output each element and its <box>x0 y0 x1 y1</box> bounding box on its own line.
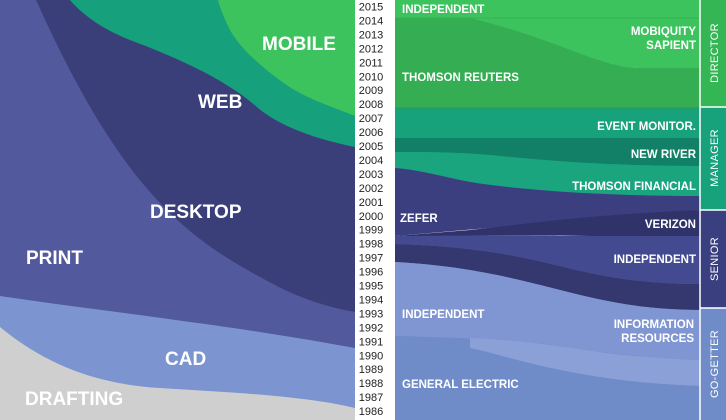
year-label: 1986 <box>359 406 383 418</box>
employer-thomson-financial <box>395 152 700 196</box>
label-information: INFORMATION <box>614 319 694 331</box>
year-label: 1990 <box>359 350 383 362</box>
role-go-getter-label: GO-GETTER <box>709 330 721 398</box>
year-label: 2008 <box>359 99 383 111</box>
employer-stream: INDEPENDENT THOMSON REUTERS ZEFER INDEPE… <box>395 0 700 420</box>
role-bar: DIRECTOR MANAGER SENIOR GO-GETTER <box>699 0 726 420</box>
year-label: 1994 <box>359 294 383 306</box>
label-independent-right: INDEPENDENT <box>614 254 696 266</box>
year-label: 2014 <box>359 15 383 27</box>
year-label: 1996 <box>359 267 383 279</box>
label-resources: RESOURCES <box>621 333 694 345</box>
year-label: 2006 <box>359 127 383 139</box>
role-director-label: DIRECTOR <box>709 23 721 83</box>
label-general-electric: GENERAL ELECTRIC <box>402 379 519 391</box>
employer-information-resources <box>470 338 700 386</box>
year-label: 2009 <box>359 85 383 97</box>
year-label: 2007 <box>359 113 383 125</box>
label-independent-mid: INDEPENDENT <box>402 309 484 321</box>
label-verizon: VERIZON <box>645 219 696 231</box>
role-go-getter-band <box>700 308 726 420</box>
employer-independent-top <box>395 0 700 18</box>
employer-senior-bottom <box>395 244 700 310</box>
label-zefer: ZEFER <box>400 213 438 225</box>
role-director-band <box>700 0 726 107</box>
role-senior-label: SENIOR <box>709 237 721 281</box>
year-label: 1987 <box>359 392 383 404</box>
year-label: 2000 <box>359 211 383 223</box>
year-label: 1989 <box>359 364 383 376</box>
employer-mobiquity <box>470 18 700 68</box>
employer-event-monitor <box>395 108 700 138</box>
label-thomson-financial: THOMSON FINANCIAL <box>572 181 696 193</box>
label-desktop: DESKTOP <box>150 202 242 223</box>
label-event-monitor: EVENT MONITOR. <box>597 121 696 133</box>
employer-independent-mid <box>395 262 700 360</box>
employer-new-river <box>395 138 700 166</box>
employer-zefer <box>395 168 700 236</box>
year-label: 2015 <box>359 2 383 14</box>
label-cad: CAD <box>165 349 206 370</box>
year-label: 2005 <box>359 141 383 153</box>
year-label: 2001 <box>359 197 383 209</box>
band-mobile <box>218 0 355 116</box>
label-print: PRINT <box>26 248 83 269</box>
year-label: 2010 <box>359 71 383 83</box>
year-label: 2011 <box>359 57 383 69</box>
label-mobiquity: MOBIQUITY <box>631 26 696 38</box>
year-label: 1999 <box>359 225 383 237</box>
role-senior-band <box>700 210 726 308</box>
label-mobile: MOBILE <box>262 34 336 55</box>
year-label: 1992 <box>359 322 383 334</box>
year-label: 1988 <box>359 378 383 390</box>
year-label: 2004 <box>359 155 383 167</box>
year-label: 1991 <box>359 336 383 348</box>
employer-verizon <box>395 210 700 236</box>
year-label: 2013 <box>359 29 383 41</box>
role-manager-band <box>700 107 726 210</box>
label-drafting: DRAFTING <box>25 389 123 410</box>
role-manager-label: MANAGER <box>709 129 721 187</box>
employer-independent-senior <box>395 235 700 284</box>
label-new-river: NEW RIVER <box>631 149 697 161</box>
year-label: 2002 <box>359 183 383 195</box>
year-label: 1997 <box>359 253 383 265</box>
label-thomson-reuters: THOMSON REUTERS <box>402 72 519 84</box>
employer-general-electric <box>395 336 700 420</box>
year-label: 1998 <box>359 239 383 251</box>
discipline-stream: MOBILE WEB DESKTOP PRINT CAD DRAFTING <box>0 0 355 420</box>
label-web: WEB <box>198 92 242 113</box>
year-label: 1993 <box>359 308 383 320</box>
year-label: 1995 <box>359 281 383 293</box>
label-independent-top: INDEPENDENT <box>402 4 484 16</box>
label-sapient: SAPIENT <box>646 40 696 52</box>
year-label: 2003 <box>359 169 383 181</box>
year-label: 2012 <box>359 43 383 55</box>
employer-thomson-reuters <box>395 18 700 108</box>
